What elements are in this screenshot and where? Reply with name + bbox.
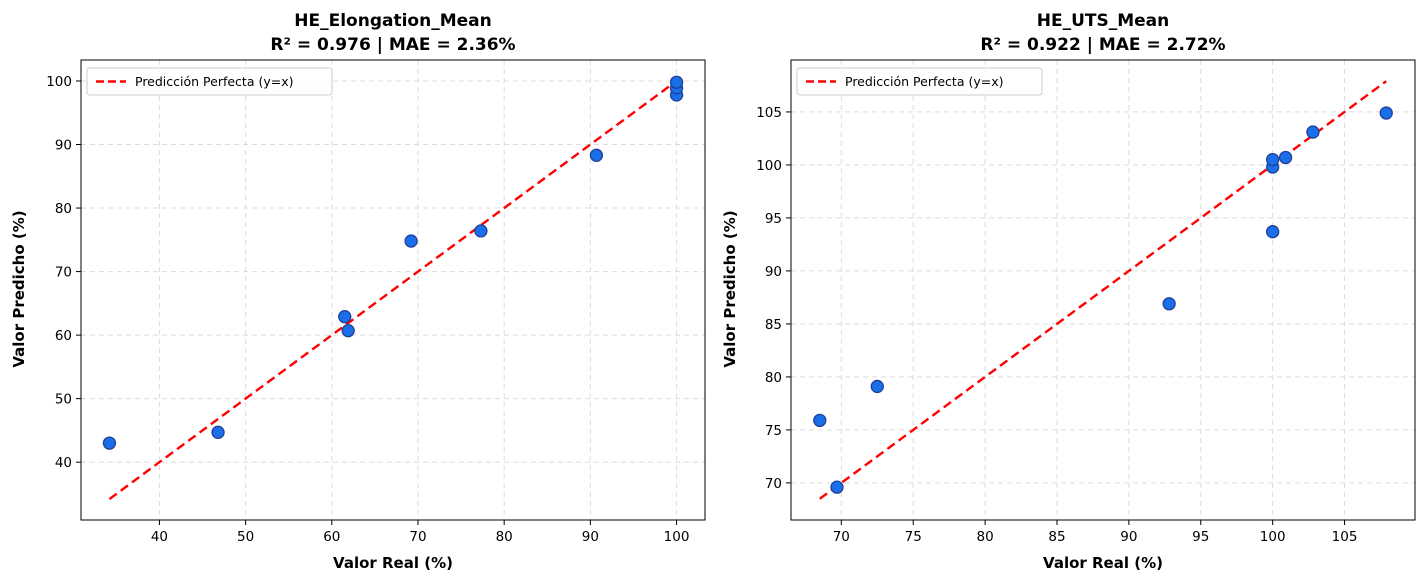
x-tick-label: 90 [1120,529,1137,545]
x-axis-label: Valor Real (%) [333,554,453,572]
y-tick-label: 70 [55,265,72,281]
data-point [211,425,225,439]
y-tick-label: 75 [765,423,782,439]
x-tick-label: 80 [496,529,513,545]
y-axis-ticks: 70 75 80 85 90 95 100 105 [756,105,791,492]
data-point [1162,297,1176,311]
x-tick-label: 60 [323,529,340,545]
data-point [1266,152,1280,167]
data-point [1266,225,1280,239]
y-tick-label: 80 [765,370,782,386]
perfect-prediction-line [108,80,678,500]
y-tick-label: 90 [765,264,782,280]
data-point [830,480,844,494]
chart-title: HE_UTS_Mean [1037,11,1170,31]
x-tick-label: 75 [905,529,922,545]
x-tick-label: 80 [977,529,994,545]
data-point [338,310,352,324]
x-tick-label: 95 [1192,529,1209,545]
reference-line [108,80,678,500]
data-point [1379,106,1393,120]
y-tick-label: 50 [55,392,72,408]
y-tick-label: 70 [765,476,782,492]
y-tick-label: 105 [756,105,782,121]
y-tick-label: 85 [765,317,782,333]
y-tick-label: 95 [765,211,782,227]
y-tick-label: 80 [55,201,72,217]
legend-entry: Predicción Perfecta (y=x) [845,74,1003,89]
plot-frame [80,59,706,521]
legend-box [796,67,1043,96]
x-tick-label: 50 [237,529,254,545]
grid [791,60,1415,520]
chart-title: HE_Elongation_Mean [294,11,491,31]
data-point [341,324,355,338]
plot-frame [790,59,1416,521]
uts-chart: HE_UTS_Mean R² = 0.922 | MAE = 2.72% 70 7… [721,11,1416,572]
data-point [102,436,117,450]
legend: Predicción Perfecta (y=x) [86,67,333,96]
data-points [102,75,684,450]
x-tick-label: 70 [833,529,850,545]
data-point [474,224,488,238]
data-point [1278,150,1293,165]
data-point [1306,125,1320,139]
y-axis-ticks: 40 50 60 70 80 90 100 [46,74,81,471]
data-point [870,379,884,394]
y-tick-label: 100 [46,74,72,90]
y-tick-label: 90 [55,138,72,154]
y-tick-label: 100 [756,158,782,174]
reference-line [819,80,1387,500]
data-point [404,234,418,248]
x-tick-label: 90 [582,529,599,545]
x-tick-label: 105 [1332,529,1358,545]
chart-subtitle: R² = 0.976 | MAE = 2.36% [270,35,515,55]
x-axis-label: Valor Real (%) [1043,554,1163,572]
x-tick-label: 100 [1260,529,1286,545]
x-tick-label: 85 [1048,529,1065,545]
legend-box [86,67,333,96]
data-point [813,413,827,428]
y-axis-label: Valor Predicho (%) [721,210,739,367]
elongation-chart: HE_Elongation_Mean R² = 0.976 | MAE = 2.… [10,11,706,572]
x-axis-ticks: 70 75 80 85 90 95 100 105 [833,520,1358,545]
x-tick-label: 40 [151,529,168,545]
perfect-prediction-line [819,80,1387,500]
y-tick-label: 60 [55,328,72,344]
y-tick-label: 40 [55,455,72,471]
x-axis-ticks: 40 50 60 70 80 90 100 [151,520,690,545]
data-point [589,148,604,162]
legend: Predicción Perfecta (y=x) [796,67,1043,96]
grid [81,60,705,520]
data-points [813,106,1393,494]
x-tick-label: 100 [664,529,690,545]
y-axis-label: Valor Predicho (%) [10,210,28,367]
legend-entry: Predicción Perfecta (y=x) [135,74,293,89]
x-tick-label: 70 [409,529,426,545]
data-point [669,75,684,89]
chart-subtitle: R² = 0.922 | MAE = 2.72% [980,35,1225,55]
